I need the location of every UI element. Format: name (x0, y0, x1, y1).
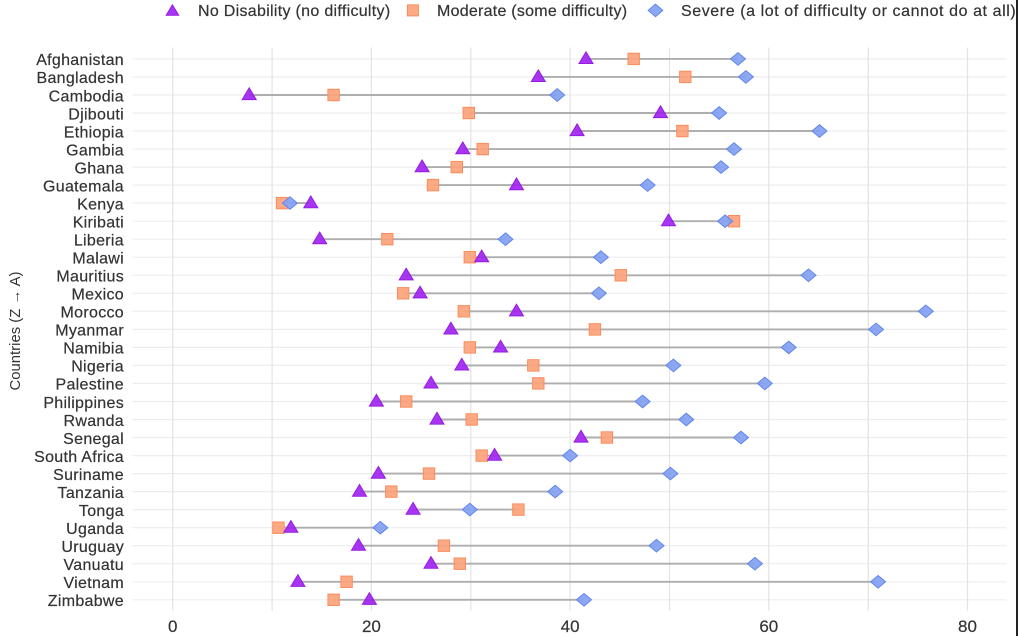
svg-text:Liberia: Liberia (74, 233, 124, 250)
svg-text:0: 0 (168, 617, 177, 636)
svg-text:Severe (a lot of difficulty or: Severe (a lot of difficulty or cannot do… (681, 3, 1016, 20)
svg-text:No Disability (no difficulty): No Disability (no difficulty) (198, 3, 390, 20)
svg-text:Mauritius: Mauritius (56, 269, 124, 286)
svg-text:Mexico: Mexico (72, 287, 124, 304)
svg-text:Ethiopia: Ethiopia (64, 124, 124, 141)
svg-text:Philippines: Philippines (43, 395, 124, 412)
svg-text:Vietnam: Vietnam (63, 575, 124, 592)
svg-text:Gambia: Gambia (66, 142, 124, 159)
svg-text:Kenya: Kenya (77, 196, 124, 213)
svg-text:Kiribati: Kiribati (73, 215, 124, 232)
svg-text:Djibouti: Djibouti (68, 106, 124, 123)
svg-text:Vanuatu: Vanuatu (63, 557, 124, 574)
svg-text:Zimbabwe: Zimbabwe (48, 593, 124, 610)
svg-text:60: 60 (759, 617, 778, 636)
svg-text:Myanmar: Myanmar (55, 323, 124, 340)
svg-text:Uganda: Uganda (66, 521, 124, 538)
svg-text:Malawi: Malawi (72, 251, 124, 268)
svg-text:Rwanda: Rwanda (63, 413, 124, 430)
svg-text:Nigeria: Nigeria (71, 359, 124, 376)
svg-text:Suriname: Suriname (53, 467, 124, 484)
svg-text:20: 20 (362, 617, 381, 636)
svg-text:Namibia: Namibia (63, 341, 124, 358)
svg-text:80: 80 (958, 617, 977, 636)
svg-text:Bangladesh: Bangladesh (36, 70, 124, 87)
svg-text:Palestine: Palestine (55, 377, 124, 394)
svg-text:Morocco: Morocco (61, 305, 124, 322)
svg-text:Guatemala: Guatemala (43, 178, 124, 195)
svg-text:Tanzania: Tanzania (58, 485, 124, 502)
svg-text:40: 40 (561, 617, 580, 636)
svg-text:Ghana: Ghana (74, 160, 124, 177)
svg-text:Moderate (some difficulty): Moderate (some difficulty) (437, 3, 627, 20)
svg-text:Afghanistan: Afghanistan (36, 52, 124, 69)
svg-text:South Africa: South Africa (34, 449, 124, 466)
svg-text:Countries (Z → A): Countries (Z → A) (7, 271, 24, 390)
svg-text:Senegal: Senegal (63, 431, 124, 448)
svg-text:Tonga: Tonga (79, 503, 124, 520)
svg-text:Uruguay: Uruguay (61, 539, 124, 556)
svg-text:Cambodia: Cambodia (49, 88, 124, 105)
